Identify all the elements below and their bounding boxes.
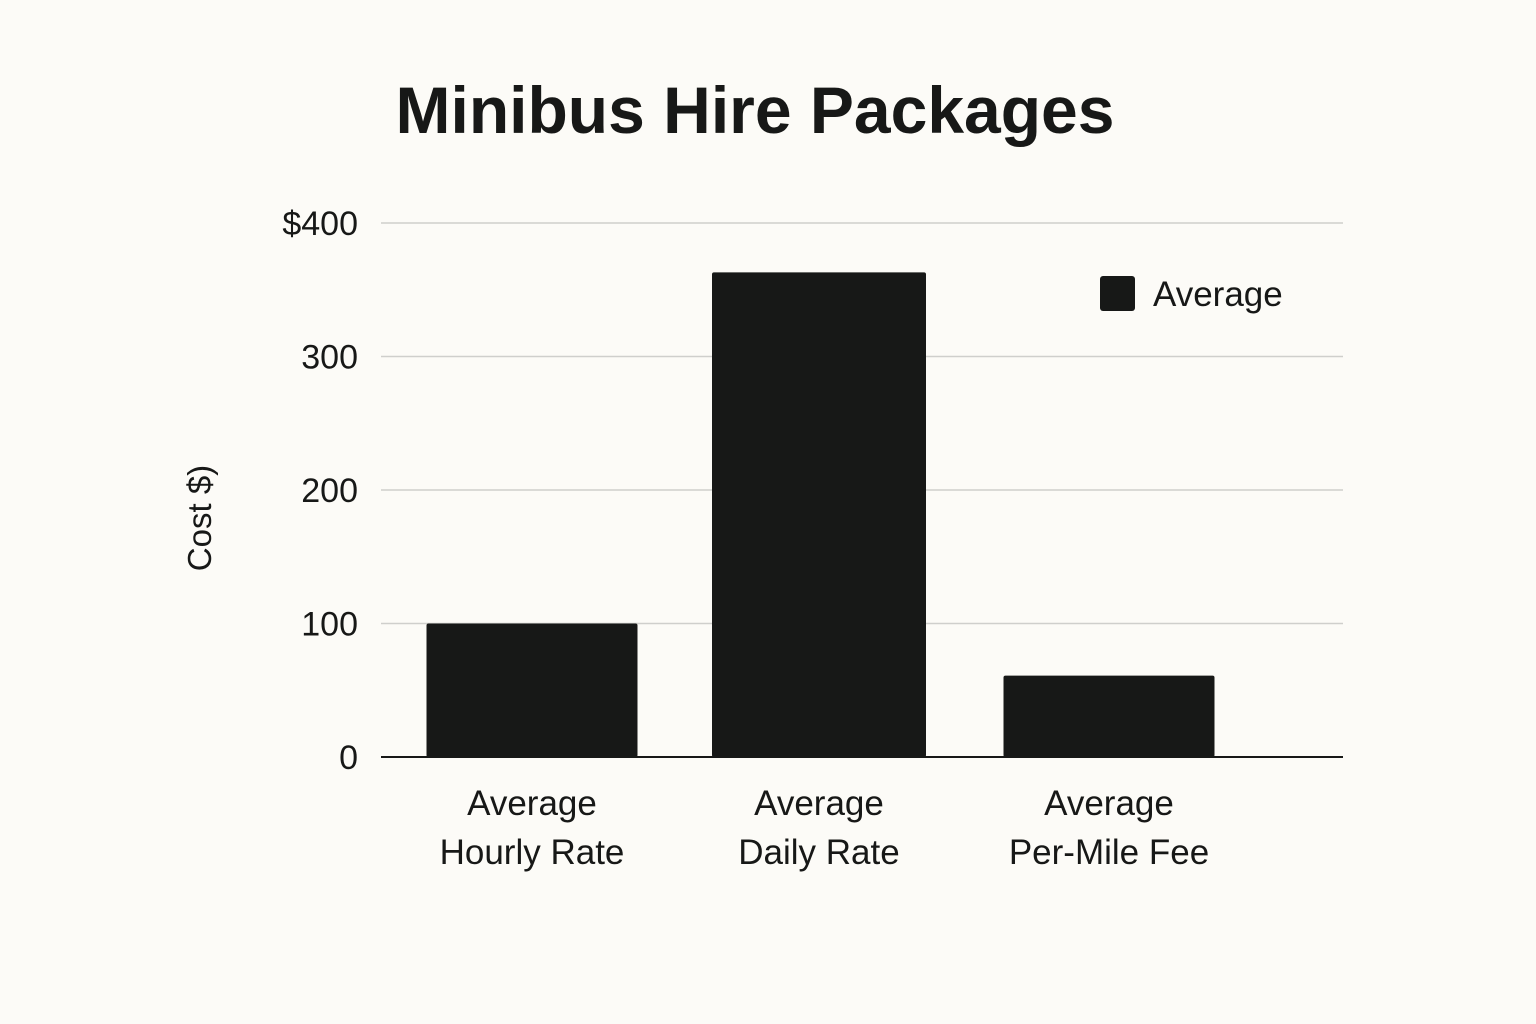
x-tick-label: Per-Mile Fee — [1009, 833, 1209, 872]
x-tick-label: Average — [1044, 784, 1174, 823]
y-axis-ticks: 0 100 200 300 $400 — [282, 205, 358, 777]
y-tick-label: 0 — [339, 739, 358, 777]
bars — [426, 272, 1215, 757]
legend: Average — [1100, 275, 1283, 314]
bar — [712, 272, 926, 757]
x-tick-label: Average — [754, 784, 884, 823]
x-axis-labels: Average Hourly Rate Average Daily Rate Avera… — [440, 784, 1210, 872]
y-tick-label: 200 — [301, 472, 358, 510]
chart-title: Minibus Hire Packages — [396, 73, 1115, 147]
legend-label: Average — [1153, 275, 1283, 314]
x-tick-label: Daily Rate — [738, 833, 899, 872]
bar — [1003, 675, 1215, 757]
y-tick-label: 300 — [301, 339, 358, 377]
y-tick-label: $400 — [282, 205, 358, 243]
y-axis-label: Cost $) — [181, 465, 218, 571]
legend-swatch — [1100, 276, 1135, 311]
x-tick-label: Hourly Rate — [440, 833, 625, 872]
bar — [426, 623, 638, 757]
x-tick-label: Average — [467, 784, 597, 823]
y-tick-label: 100 — [301, 606, 358, 644]
